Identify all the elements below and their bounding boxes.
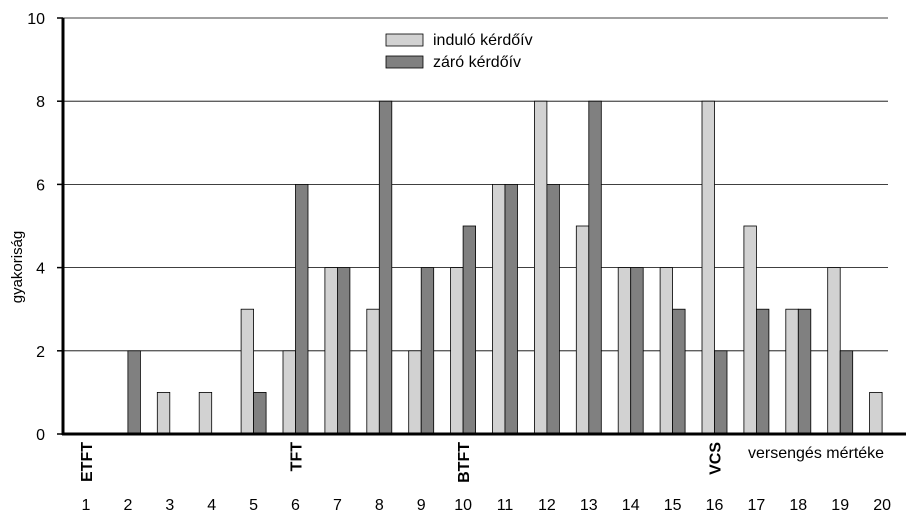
bar-indulo — [198, 391, 213, 435]
x-tick-label: 19 — [831, 497, 849, 514]
legend-label: induló kérdőív — [433, 32, 533, 49]
bar-zaro — [504, 183, 518, 435]
x-tick-label: 12 — [538, 497, 556, 514]
x-tick-label: 5 — [249, 497, 258, 514]
y-tick-label: 10 — [27, 11, 45, 28]
bar-indulo — [282, 350, 296, 435]
bar-zaro — [378, 100, 393, 435]
bar-zaro — [462, 225, 477, 435]
bar-indulo — [324, 267, 338, 435]
x-tick-label: 6 — [291, 497, 300, 514]
annotation-label: TFT — [289, 442, 306, 472]
bar-zaro — [672, 308, 686, 435]
y-tick-label: 0 — [36, 427, 45, 444]
x-tick-label: 18 — [789, 497, 807, 514]
bar-zaro — [797, 308, 812, 435]
bar-zaro — [546, 183, 560, 435]
legend: induló kérdőív záró kérdőív — [385, 32, 533, 71]
bar-zaro — [295, 183, 309, 435]
bars — [127, 100, 883, 435]
bar-zaro — [253, 391, 267, 435]
x-tick-label: 7 — [333, 497, 342, 514]
bar-zaro — [630, 267, 644, 435]
bar-indulo — [617, 267, 632, 435]
bar-indulo — [408, 350, 422, 435]
bar-indulo — [575, 225, 590, 435]
bar-indulo — [869, 391, 883, 435]
x-tick-label: 14 — [622, 497, 640, 514]
bar-indulo — [366, 308, 380, 435]
y-tick-label: 8 — [36, 94, 45, 111]
x-tick-label: 9 — [417, 497, 426, 514]
y-axis-label: gyakoriság — [9, 231, 26, 304]
annotation-label: VCS — [708, 442, 725, 475]
legend-swatch — [385, 33, 424, 47]
x-tick-label: 1 — [82, 497, 91, 514]
y-tick-label: 6 — [36, 177, 45, 194]
legend-label: záró kérdőív — [433, 54, 521, 71]
x-axis-label: versengés mértéke — [748, 445, 884, 462]
bar-indulo — [534, 100, 548, 435]
bar-zaro — [839, 350, 854, 435]
bar-zaro — [127, 350, 141, 435]
bar-indulo — [240, 308, 255, 435]
x-tick-label: 20 — [873, 497, 891, 514]
bar-indulo — [156, 391, 171, 435]
bar-zaro — [420, 267, 435, 435]
bar-zaro — [336, 267, 351, 435]
x-axis-ticks: 1 2 3 4 5 6 7 8 9 10 11 12 13 14 15 16 17 18 19 20 — [82, 497, 892, 514]
y-tick-label: 2 — [36, 344, 45, 361]
annotations: ETFT TFT BTFT VCS — [79, 442, 725, 483]
x-tick-label: 10 — [454, 497, 472, 514]
x-tick-label: 13 — [580, 497, 598, 514]
bar-zaro — [714, 350, 728, 435]
bar-indulo — [743, 225, 757, 435]
bar-indulo — [492, 183, 506, 435]
x-tick-label: 8 — [375, 497, 384, 514]
bar-indulo — [659, 267, 673, 435]
annotation-label: BTFT — [456, 442, 473, 483]
y-tick-label: 4 — [36, 261, 45, 278]
bar-zaro — [588, 100, 602, 435]
annotation-label: ETFT — [79, 442, 96, 482]
x-tick-label: 4 — [207, 497, 216, 514]
bar-indulo — [785, 308, 799, 435]
x-tick-label: 3 — [165, 497, 174, 514]
bar-indulo — [450, 267, 464, 435]
x-tick-label: 2 — [123, 497, 132, 514]
x-tick-label: 11 — [497, 497, 514, 514]
y-axis-ticks: 0 2 4 6 8 10 — [27, 11, 63, 444]
bar-zaro — [756, 308, 770, 435]
x-tick-label: 15 — [664, 497, 682, 514]
legend-swatch — [385, 55, 424, 69]
x-tick-label: 16 — [706, 497, 724, 514]
x-tick-label: 17 — [748, 497, 766, 514]
bar-indulo — [701, 100, 715, 435]
bar-indulo — [827, 267, 841, 435]
